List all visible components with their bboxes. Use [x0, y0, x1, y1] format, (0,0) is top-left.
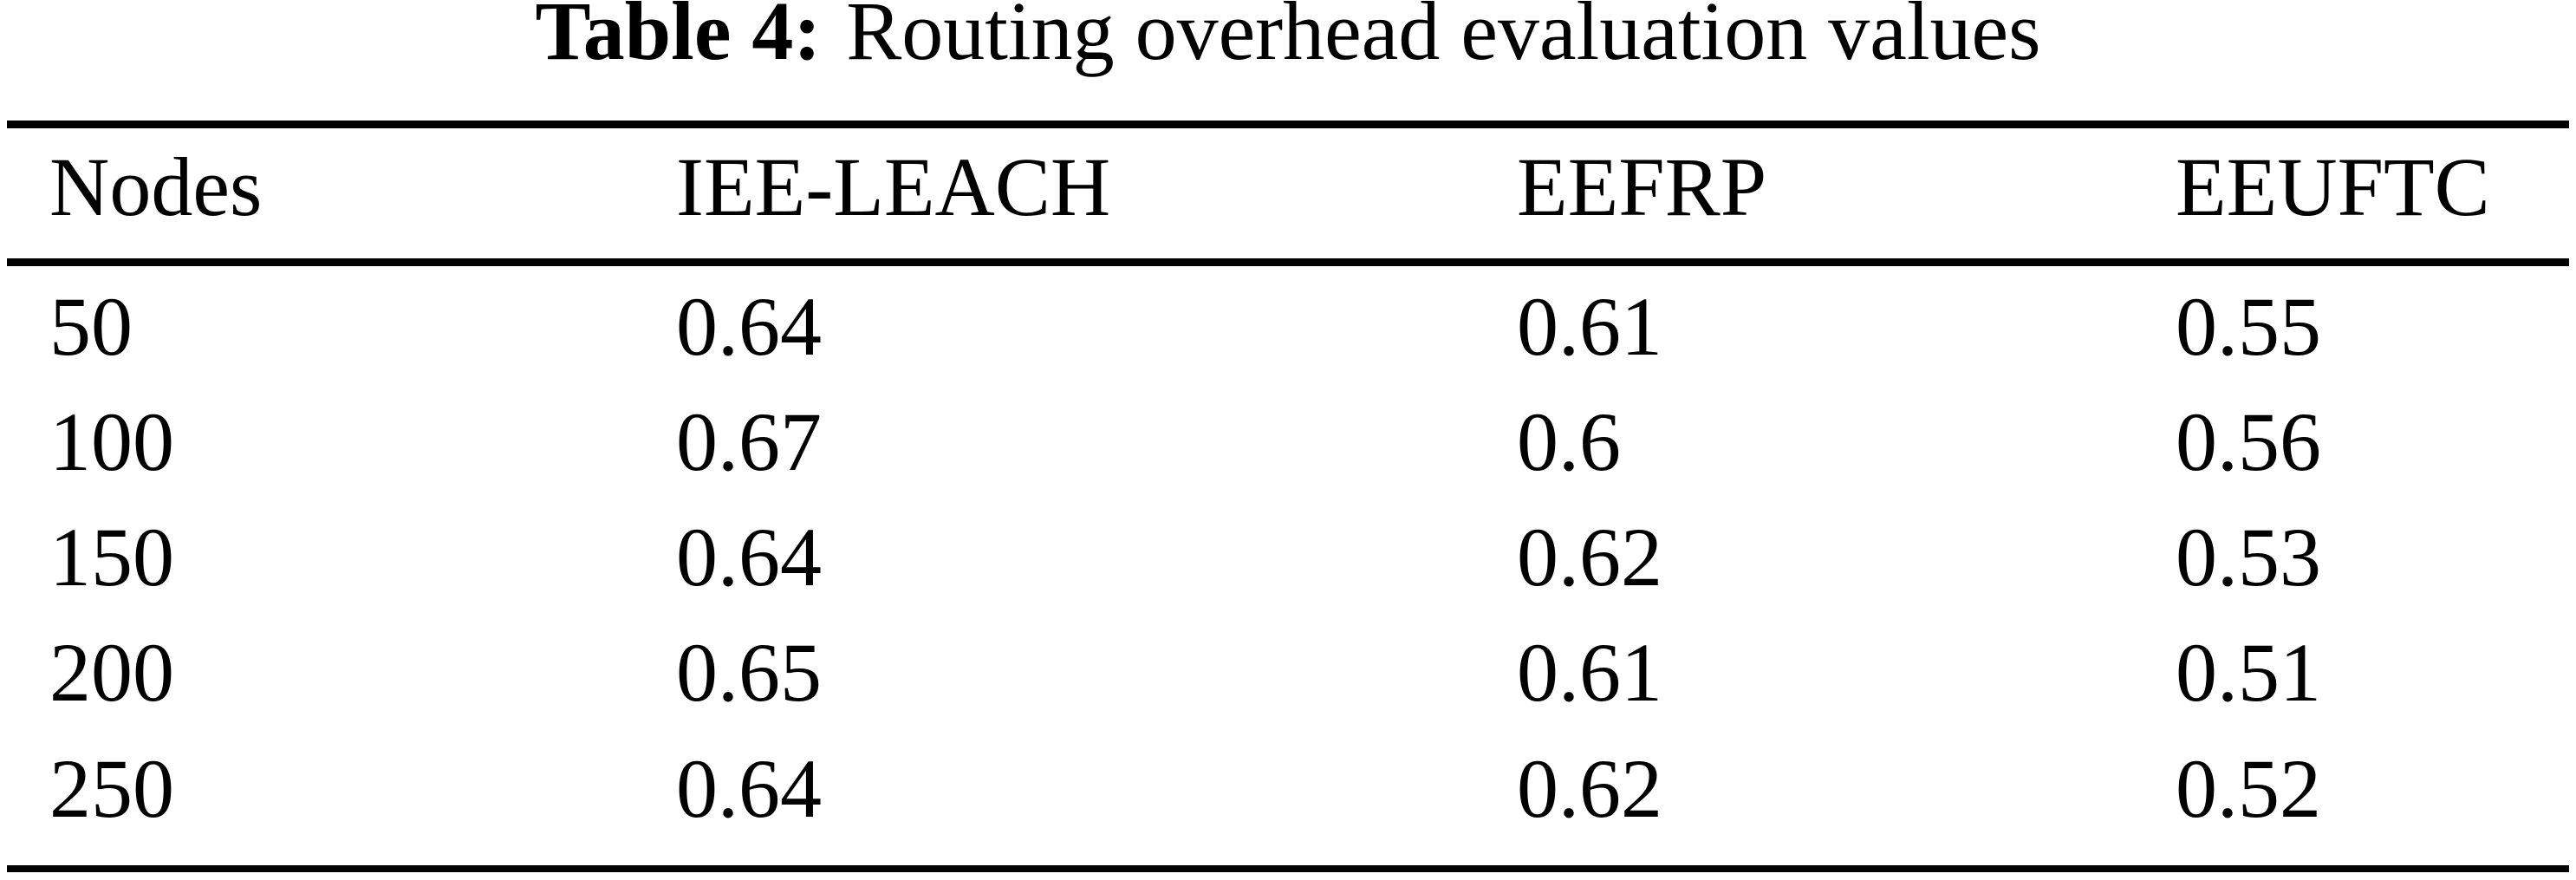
- column-header-iee-leach: IEE-LEACH: [676, 140, 1111, 233]
- cell-eefrp: 0.6: [1517, 395, 1621, 488]
- top-rule: [7, 121, 2569, 128]
- table-row: 200 0.65 0.61 0.51: [0, 631, 2576, 714]
- cell-nodes: 50: [49, 280, 133, 373]
- table-caption-text: Routing overhead evaluation values: [846, 0, 2041, 77]
- header-row: Nodes IEE-LEACH EEFRP EEUFTC: [0, 146, 2576, 229]
- table-row: 150 0.64 0.62 0.53: [0, 516, 2576, 599]
- cell-iee-leach: 0.65: [676, 626, 822, 719]
- cell-nodes: 200: [49, 626, 174, 719]
- bottom-rule: [7, 865, 2569, 872]
- cell-iee-leach: 0.64: [676, 511, 822, 603]
- table-row: 100 0.67 0.6 0.56: [0, 401, 2576, 484]
- column-header-nodes: Nodes: [49, 140, 263, 233]
- cell-iee-leach: 0.67: [676, 395, 822, 488]
- table-caption-label: Table 4:: [535, 0, 822, 77]
- cell-eeuftc: 0.51: [2176, 626, 2321, 719]
- cell-nodes: 150: [49, 511, 174, 603]
- cell-eeuftc: 0.55: [2176, 280, 2321, 373]
- cell-eefrp: 0.61: [1517, 280, 1662, 373]
- cell-eefrp: 0.62: [1517, 511, 1662, 603]
- cell-nodes: 100: [49, 395, 174, 488]
- table-row: 50 0.64 0.61 0.55: [0, 285, 2576, 368]
- cell-eefrp: 0.62: [1517, 742, 1662, 835]
- table-row: 250 0.64 0.62 0.52: [0, 747, 2576, 831]
- cell-nodes: 250: [49, 742, 174, 835]
- cell-eeuftc: 0.52: [2176, 742, 2321, 835]
- cell-iee-leach: 0.64: [676, 742, 822, 835]
- cell-eefrp: 0.61: [1517, 626, 1662, 719]
- cell-eeuftc: 0.53: [2176, 511, 2321, 603]
- header-rule: [7, 258, 2569, 266]
- cell-iee-leach: 0.64: [676, 280, 822, 373]
- column-header-eefrp: EEFRP: [1517, 140, 1767, 233]
- table-caption: Table 4: Routing overhead evaluation valu…: [0, 0, 2576, 73]
- cell-eeuftc: 0.56: [2176, 395, 2321, 488]
- column-header-eeuftc: EEUFTC: [2176, 140, 2490, 233]
